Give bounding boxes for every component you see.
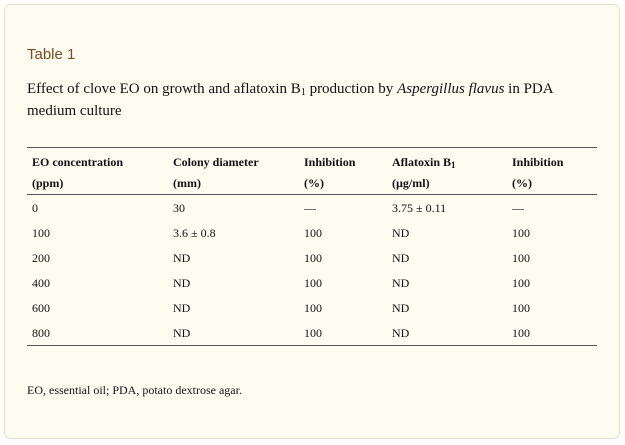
cell-aflatoxin-inhibition: — [512,201,524,215]
cell-eo-concentration: 800 [32,326,50,340]
table-row: 600 ND 100 ND 100 [5,296,625,321]
cell-aflatoxin-inhibition: 100 [512,326,530,340]
caption-text-after: in PDA medium culture [27,81,553,119]
cell-aflatoxin: ND [392,276,410,290]
cell-aflatoxin: 3.75 ± 0.11 [392,201,447,215]
header-aflatoxin-subscript: 1 [451,160,456,170]
table-label: Table 1 [27,46,76,63]
cell-aflatoxin: ND [392,301,410,315]
cell-aflatoxin: ND [392,326,410,340]
cell-aflatoxin: ND [392,251,410,265]
cell-eo-concentration: 400 [32,276,50,290]
table-row: 400 ND 100 ND 100 [5,271,625,296]
cell-colony-diameter: ND [173,276,191,290]
cell-growth-inhibition: 100 [304,226,322,240]
header-line1: Inhibition [304,155,356,169]
header-line1: Inhibition [512,155,564,169]
header-line2: (mm) [173,176,201,190]
header-eo-concentration: EO concentration (ppm) [32,152,123,194]
cell-colony-diameter: ND [173,326,191,340]
table-footnote: EO, essential oil; PDA, potato dextrose … [27,383,242,397]
cell-eo-concentration: 200 [32,251,50,265]
header-aflatoxin-text: Aflatoxin B [392,155,452,169]
caption-species: Aspergillus flavus [397,81,505,97]
cell-eo-concentration: 100 [32,226,50,240]
header-colony-diameter: Colony diameter (mm) [173,152,259,194]
cell-colony-diameter: 30 [173,201,185,215]
caption-text-middle: production by [305,81,398,97]
header-line2: (ppm) [32,176,64,190]
header-line1: EO concentration [32,155,123,169]
header-line1: Aflatoxin B1 [392,152,456,173]
table-header-rule [27,194,597,195]
table-panel: Table 1 Effect of clove EO on growth and… [4,4,620,439]
cell-colony-diameter: 3.6 ± 0.8 [173,226,216,240]
table-row: 100 3.6 ± 0.8 100 ND 100 [5,221,625,246]
header-aflatoxin: Aflatoxin B1 (µg/ml) [392,152,456,194]
header-line2: (µg/ml) [392,176,430,190]
table-row: 0 30 — 3.75 ± 0.11 — [5,196,625,221]
header-line2: (%) [512,176,532,190]
table-row: 200 ND 100 ND 100 [5,246,625,271]
table-bottom-rule [27,345,597,346]
table-row: 800 ND 100 ND 100 [5,321,625,346]
cell-colony-diameter: ND [173,251,191,265]
cell-eo-concentration: 600 [32,301,50,315]
header-inhibition-growth: Inhibition (%) [304,152,355,194]
table-top-rule [27,147,597,148]
cell-growth-inhibition: 100 [304,251,322,265]
cell-growth-inhibition: 100 [304,276,322,290]
caption-text-before: Effect of clove EO on growth and aflatox… [27,81,301,97]
caption-subscript: 1 [300,87,306,98]
header-inhibition-aflatoxin: Inhibition (%) [512,152,563,194]
cell-aflatoxin-inhibition: 100 [512,251,530,265]
cell-growth-inhibition: — [304,201,316,215]
header-line1: Colony diameter [173,155,259,169]
cell-aflatoxin: ND [392,226,410,240]
cell-growth-inhibition: 100 [304,301,322,315]
header-line2: (%) [304,176,324,190]
cell-colony-diameter: ND [173,301,191,315]
cell-aflatoxin-inhibition: 100 [512,276,530,290]
cell-aflatoxin-inhibition: 100 [512,226,530,240]
cell-eo-concentration: 0 [32,201,38,215]
cell-aflatoxin-inhibition: 100 [512,301,530,315]
table-caption: Effect of clove EO on growth and aflatox… [27,78,587,122]
cell-growth-inhibition: 100 [304,326,322,340]
